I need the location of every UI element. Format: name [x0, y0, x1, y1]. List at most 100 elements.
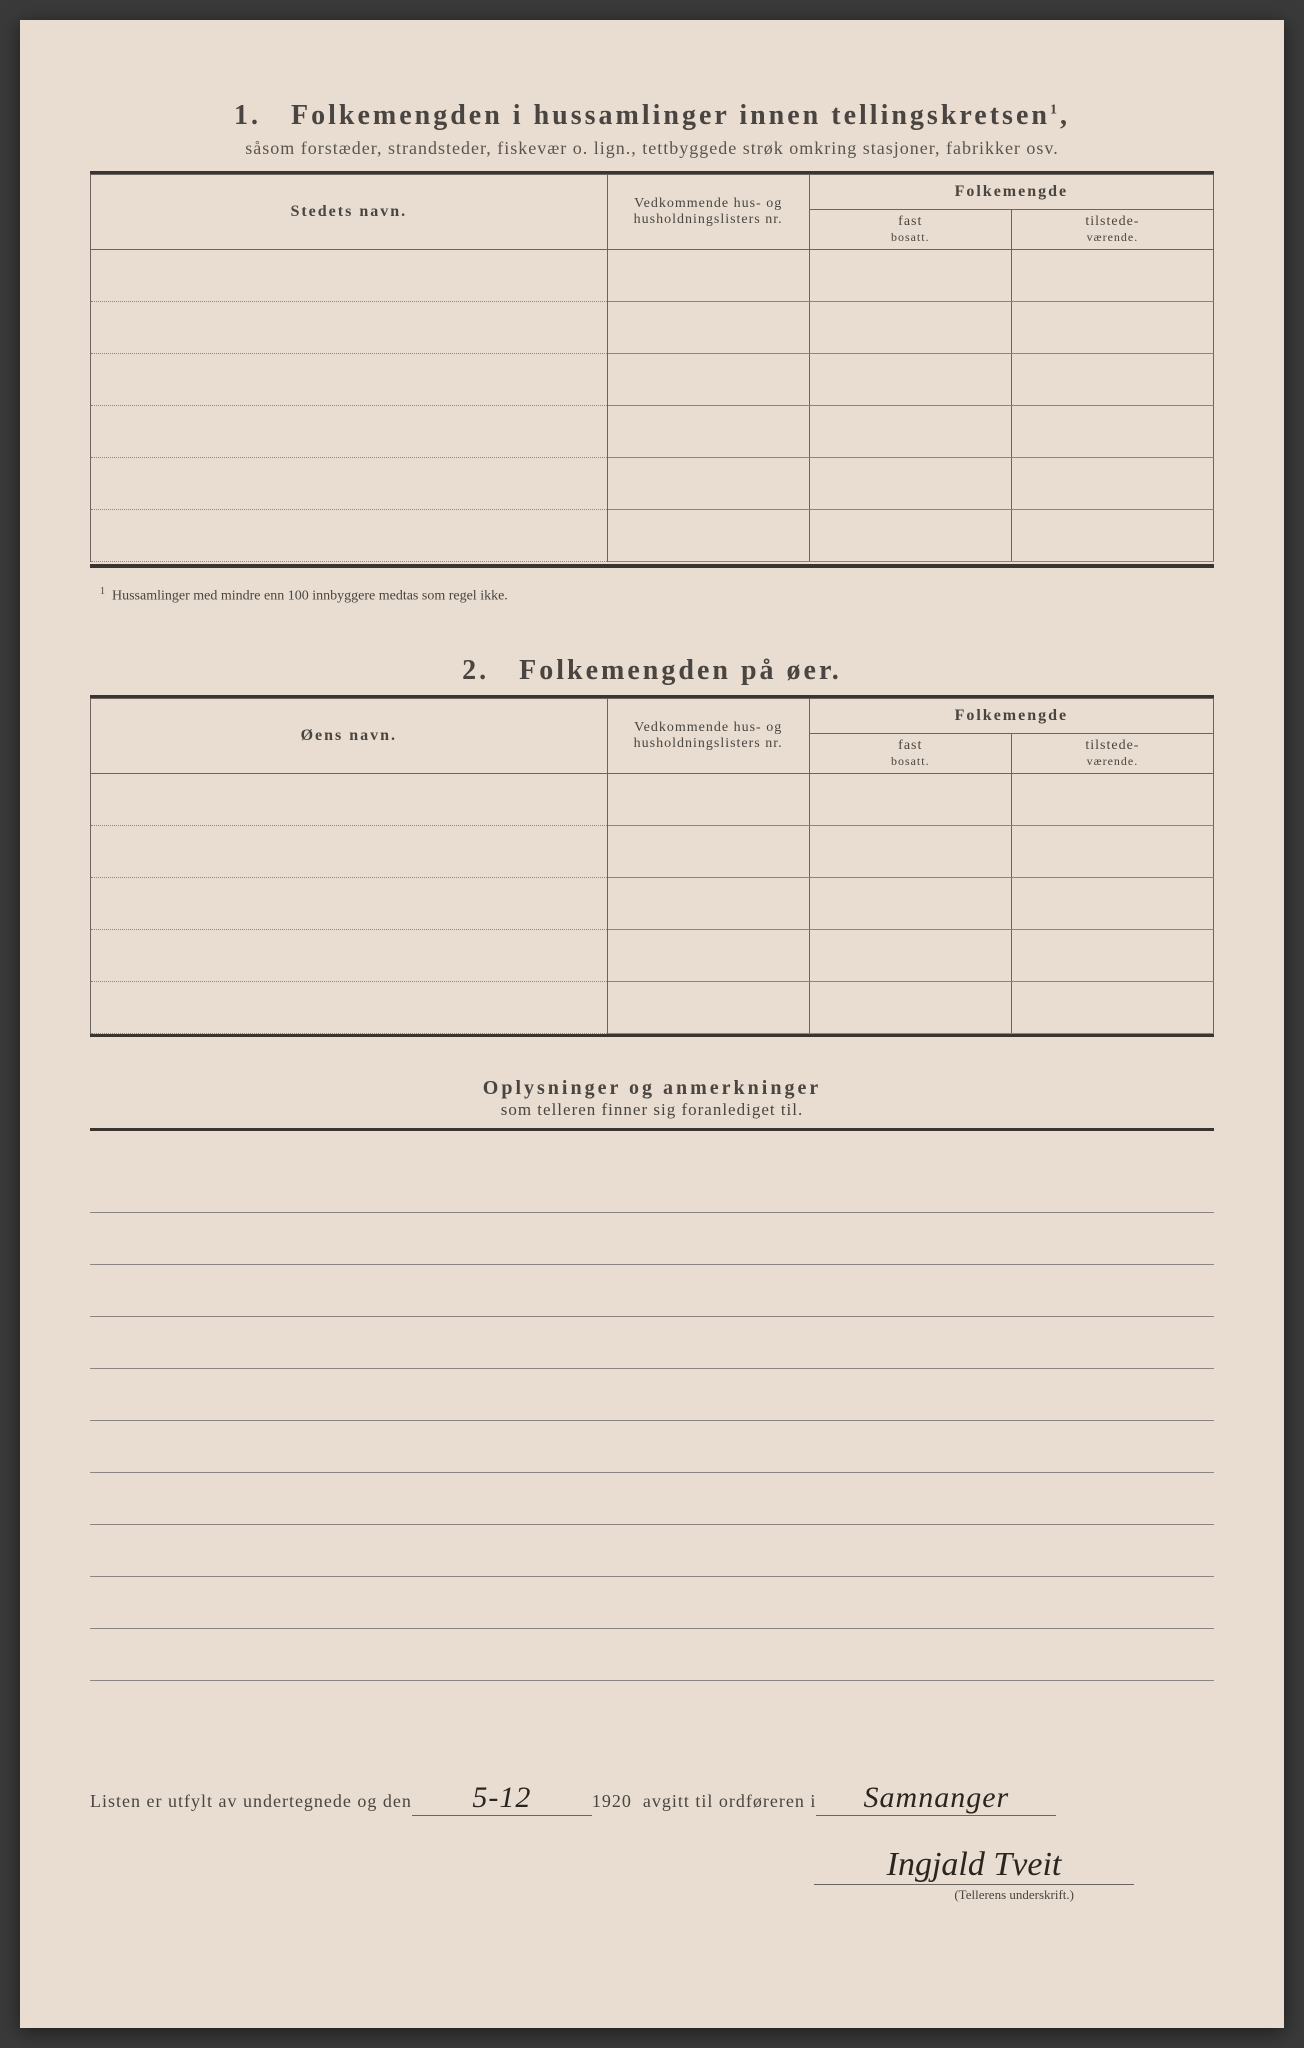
section2-header-name: Øens navn. [91, 698, 608, 773]
ruled-line [90, 1369, 1214, 1421]
tilstede-sub2: værende. [1016, 754, 1209, 769]
table-row [91, 773, 1214, 825]
table-row [91, 458, 1214, 510]
ruled-line [90, 1265, 1214, 1317]
table-cell [809, 510, 1011, 562]
remarks-subtitle: som telleren finner sig foranlediget til… [90, 1100, 1214, 1120]
table-cell [1011, 406, 1213, 458]
section1-title: 1. Folkemengden i hussamlinger innen tel… [90, 100, 1214, 132]
ruled-line [90, 1317, 1214, 1369]
section1-rule-bottom [90, 564, 1214, 568]
tilstede-sub: værende. [1016, 230, 1209, 245]
ruled-line [90, 1473, 1214, 1525]
table-cell [607, 458, 809, 510]
table-cell [91, 929, 608, 981]
table-cell [91, 458, 608, 510]
section1-table: Stedets navn. Vedkommende hus- og hushol… [90, 174, 1214, 562]
table-cell [809, 877, 1011, 929]
table-cell [607, 773, 809, 825]
ruled-line [90, 1421, 1214, 1473]
signature-year: 1920 [592, 1791, 632, 1812]
section2-header-population: Folkemengde [809, 698, 1213, 733]
table-cell [607, 877, 809, 929]
table-cell [1011, 458, 1213, 510]
tilstede-label: tilstede- [1085, 214, 1139, 229]
section2-title-text: Folkemengden på øer. [519, 655, 842, 686]
footnote-text: Hussamlinger med mindre enn 100 innbygge… [112, 589, 508, 604]
table-row [91, 354, 1214, 406]
table-cell [809, 825, 1011, 877]
table-row [91, 510, 1214, 562]
remarks-rule [90, 1128, 1214, 1131]
section1-header-reference: Vedkommende hus- og husholdningslisters … [607, 175, 809, 250]
table-row [91, 406, 1214, 458]
section1-tbody [91, 250, 1214, 562]
remarks-header: Oplysninger og anmerkninger som telleren… [90, 1077, 1214, 1120]
table-cell [607, 354, 809, 406]
table-cell [809, 929, 1011, 981]
signature-name: Ingjald Tveit [814, 1846, 1134, 1885]
ruled-line [90, 1629, 1214, 1681]
table-row [91, 302, 1214, 354]
section2-rule-bottom [90, 1034, 1214, 1037]
table-cell [91, 877, 608, 929]
table-cell [1011, 250, 1213, 302]
fast-sub2: bosatt. [814, 754, 1007, 769]
footnote-marker: 1 [100, 586, 105, 597]
section1-title-text: Folkemengden i hussamlinger innen tellin… [291, 100, 1050, 131]
census-form-page: 1. Folkemengden i hussamlinger innen tel… [20, 20, 1284, 2028]
table-cell [91, 825, 608, 877]
section2-title: 2. Folkemengden på øer. [90, 655, 1214, 687]
section2-header-fast: fast bosatt. [809, 733, 1011, 773]
table-cell [607, 929, 809, 981]
table-cell [607, 406, 809, 458]
table-cell [809, 458, 1011, 510]
signature-caption: (Tellerens underskrift.) [90, 1887, 1214, 1903]
section1-header-fast: fast bosatt. [809, 210, 1011, 250]
section1-title-sup: 1 [1050, 103, 1060, 118]
fast-label2: fast [898, 738, 922, 753]
section2-header-reference: Vedkommende hus- og husholdningslisters … [607, 698, 809, 773]
section2-number: 2. [462, 655, 489, 686]
table-cell [607, 825, 809, 877]
remarks-title: Oplysninger og anmerkninger [90, 1077, 1214, 1100]
table-cell [607, 510, 809, 562]
section1-subtitle: såsom forstæder, strandsteder, fiskevær … [90, 138, 1214, 159]
table-cell [607, 302, 809, 354]
signature-prefix: Listen er utfylt av undertegnede og den [90, 1791, 412, 1812]
table-cell [809, 406, 1011, 458]
ruled-line [90, 1525, 1214, 1577]
section1-header-tilstede: tilstede- værende. [1011, 210, 1213, 250]
table-cell [91, 250, 608, 302]
table-cell [1011, 773, 1213, 825]
table-row [91, 981, 1214, 1033]
table-row [91, 877, 1214, 929]
table-cell [91, 302, 608, 354]
section1-number: 1. [234, 100, 261, 131]
table-cell [809, 250, 1011, 302]
table-cell [91, 354, 608, 406]
table-cell [1011, 981, 1213, 1033]
table-cell [1011, 929, 1213, 981]
signature-place: Samnanger [816, 1781, 1056, 1816]
table-cell [809, 981, 1011, 1033]
table-row [91, 929, 1214, 981]
section2-thead: Øens navn. Vedkommende hus- og husholdni… [91, 698, 1214, 773]
section1-footnote: 1 Hussamlinger med mindre enn 100 innbyg… [90, 586, 1214, 605]
section1-thead: Stedets navn. Vedkommende hus- og hushol… [91, 175, 1214, 250]
table-cell [1011, 825, 1213, 877]
table-cell [607, 981, 809, 1033]
section2-tbody [91, 773, 1214, 1033]
table-cell [1011, 354, 1213, 406]
ruled-line [90, 1213, 1214, 1265]
table-cell [1011, 302, 1213, 354]
remarks-lines [90, 1161, 1214, 1681]
table-cell [91, 981, 608, 1033]
section2-header-tilstede: tilstede- værende. [1011, 733, 1213, 773]
ruled-line [90, 1577, 1214, 1629]
signature-line: Ingjald Tveit [90, 1846, 1214, 1885]
table-row [91, 250, 1214, 302]
table-cell [809, 354, 1011, 406]
section1-header-population: Folkemengde [809, 175, 1213, 210]
signature-mid: avgitt til ordføreren i [643, 1791, 816, 1812]
